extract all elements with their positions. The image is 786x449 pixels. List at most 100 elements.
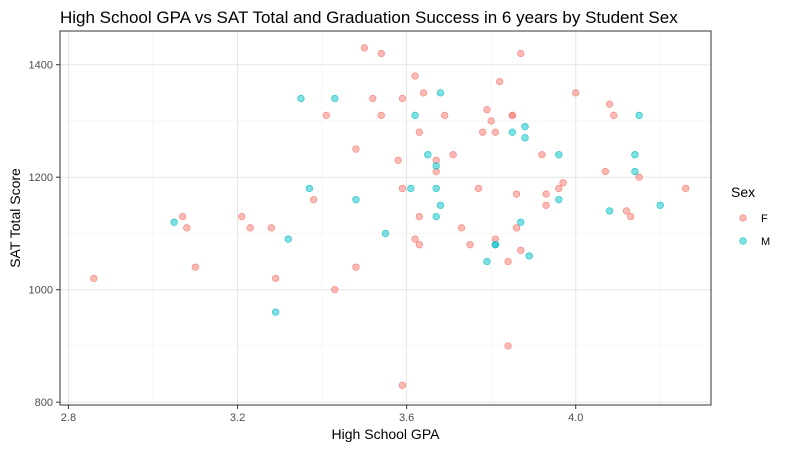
- data-point-m: [631, 151, 639, 159]
- data-point-f: [377, 111, 385, 119]
- data-point-m: [656, 201, 664, 209]
- data-point-m: [305, 184, 314, 193]
- y-tick-label: 800: [35, 397, 53, 409]
- data-point-f: [538, 151, 546, 159]
- data-point-f: [322, 111, 330, 119]
- data-point-m: [297, 94, 305, 103]
- data-point-f: [517, 246, 525, 254]
- data-point-f: [415, 212, 423, 221]
- legend-label-f: F: [761, 213, 768, 225]
- y-tick-label: 1200: [29, 172, 53, 184]
- chart-title: High School GPA vs SAT Total and Graduat…: [60, 8, 678, 27]
- data-point-m: [170, 218, 178, 226]
- data-point-f: [504, 257, 512, 266]
- y-axis-title: SAT Total Score: [7, 168, 23, 268]
- plot-panel-border: [59, 30, 712, 406]
- data-point-f: [555, 184, 563, 193]
- data-point-f: [682, 184, 690, 193]
- grid-lines: [60, 31, 711, 405]
- data-point-m: [411, 111, 419, 119]
- data-point-m: [555, 151, 563, 159]
- data-point-m: [407, 184, 415, 193]
- data-point-m: [517, 218, 525, 226]
- data-point-f: [457, 224, 466, 232]
- data-point-m: [525, 252, 533, 260]
- data-point-f: [271, 274, 280, 283]
- data-point-m: [521, 123, 529, 131]
- legend: Sex FM: [731, 184, 770, 248]
- data-point-m: [352, 196, 360, 204]
- data-point-f: [610, 111, 618, 119]
- legend-title: Sex: [731, 184, 755, 200]
- data-point-f: [267, 224, 275, 232]
- data-point-f: [398, 381, 407, 389]
- data-points: [90, 44, 690, 389]
- data-point-m: [508, 128, 516, 136]
- data-point-m: [521, 134, 529, 142]
- data-point-f: [504, 342, 512, 350]
- x-tick-label: 3.6: [399, 412, 414, 424]
- legend-key-f: [739, 214, 747, 222]
- data-point-f: [178, 212, 187, 221]
- data-point-f: [542, 190, 550, 198]
- legend-label-m: M: [761, 236, 770, 248]
- data-point-f: [419, 89, 428, 97]
- data-point-m: [331, 94, 339, 103]
- data-point-f: [487, 117, 495, 125]
- data-point-m: [381, 229, 390, 238]
- data-point-f: [512, 224, 521, 232]
- data-point-f: [369, 94, 377, 103]
- data-point-f: [246, 224, 254, 232]
- data-point-f: [622, 207, 631, 215]
- data-point-m: [424, 151, 432, 159]
- data-point-f: [411, 72, 419, 80]
- legend-items: FM: [739, 213, 770, 248]
- axes: 2.8 3.2 3.6 4.0 800 1000 1200 1400: [29, 60, 584, 424]
- data-point-m: [483, 257, 491, 266]
- data-point-m: [635, 111, 643, 119]
- data-point-f: [508, 111, 516, 119]
- data-point-f: [352, 145, 360, 153]
- data-point-f: [360, 44, 368, 52]
- data-point-f: [310, 196, 318, 204]
- data-point-f: [542, 201, 550, 209]
- data-point-f: [601, 168, 609, 176]
- data-point-f: [466, 241, 474, 249]
- data-point-f: [183, 224, 191, 232]
- plot-panel: [60, 31, 711, 405]
- data-point-f: [394, 156, 402, 164]
- data-point-f: [635, 173, 643, 181]
- data-point-m: [605, 207, 614, 215]
- y-tick-label: 1400: [29, 60, 53, 72]
- data-point-m: [631, 168, 639, 176]
- data-point-f: [90, 274, 98, 283]
- data-point-f: [559, 179, 567, 187]
- data-point-f: [627, 212, 635, 221]
- data-point-f: [415, 241, 423, 249]
- data-point-f: [238, 212, 246, 221]
- x-tick-label: 2.8: [61, 412, 76, 424]
- data-point-m: [432, 184, 440, 193]
- data-point-f: [415, 128, 423, 136]
- data-point-f: [496, 78, 504, 86]
- data-point-f: [441, 111, 449, 119]
- y-tick-label: 1000: [29, 285, 53, 297]
- data-point-f: [191, 263, 199, 271]
- data-point-f: [512, 190, 521, 198]
- data-point-m: [436, 201, 445, 209]
- data-point-f: [398, 184, 407, 193]
- legend-key-m: [739, 237, 747, 245]
- data-point-m: [555, 196, 563, 204]
- data-point-f: [398, 94, 407, 103]
- x-tick-label: 4.0: [568, 412, 583, 424]
- data-point-f: [411, 235, 419, 243]
- data-point-f: [605, 100, 614, 108]
- data-point-f: [331, 286, 339, 294]
- data-point-f: [352, 263, 360, 271]
- data-point-f: [572, 89, 580, 97]
- data-point-f: [483, 106, 491, 114]
- data-point-m: [284, 235, 292, 243]
- data-point-f: [479, 128, 487, 136]
- x-axis-title: High School GPA: [332, 426, 441, 442]
